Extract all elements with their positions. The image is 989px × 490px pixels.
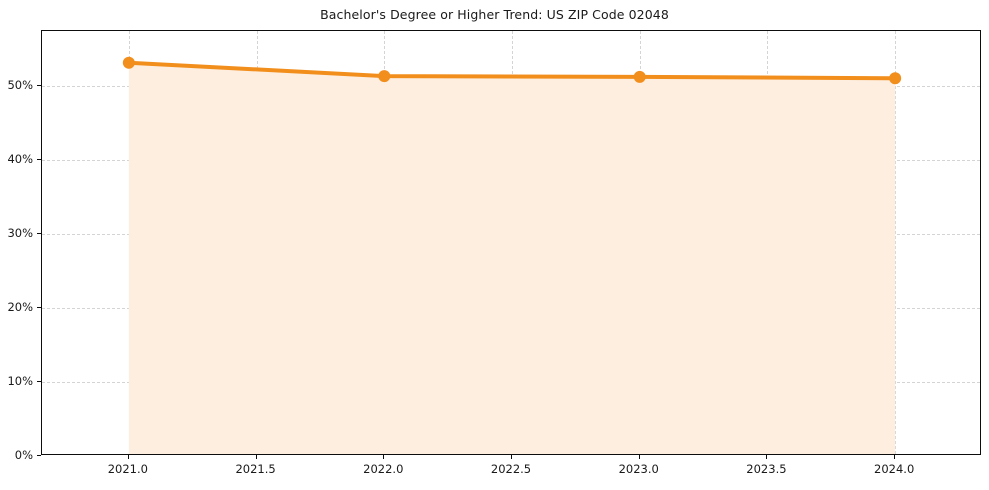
y-axis-tick-label: 20% (7, 300, 33, 315)
x-axis-tick-mark (255, 455, 257, 459)
x-axis-tick-mark (894, 455, 896, 459)
x-axis-tick-mark (383, 455, 385, 459)
data-point-marker (122, 56, 135, 69)
data-point-marker (889, 72, 902, 85)
y-axis-tick-mark (37, 381, 41, 383)
y-axis-tick-mark (37, 159, 41, 161)
plot-area (41, 30, 981, 455)
x-axis-tick-label: 2023.0 (618, 462, 659, 476)
data-point-marker (378, 70, 391, 83)
y-axis-tick-label: 40% (7, 152, 33, 167)
x-axis-tick-mark (511, 455, 512, 459)
chart-title: Bachelor's Degree or Higher Trend: US ZI… (320, 7, 669, 22)
x-axis-tick-label: 2023.5 (746, 462, 787, 476)
y-axis-tick-mark (37, 85, 41, 87)
gridline-vertical (895, 31, 897, 454)
data-point-marker (633, 70, 646, 83)
y-axis-tick-label: 10% (7, 374, 33, 389)
y-axis-tick-mark (37, 307, 41, 309)
y-axis-tick-mark (37, 455, 41, 456)
x-axis-tick-label: 2022.0 (363, 462, 404, 476)
x-axis-tick-label: 2021.5 (235, 462, 276, 476)
y-axis-tick-mark (37, 233, 41, 235)
x-axis-tick-label: 2024.0 (874, 462, 915, 476)
x-axis-tick-label: 2022.5 (490, 462, 532, 476)
series-line-area (122, 56, 902, 454)
x-axis-tick-label: 2021.0 (107, 462, 148, 476)
y-axis-tick-label: 0% (14, 448, 33, 462)
x-axis-tick-mark (638, 455, 640, 459)
x-axis-tick-mark (766, 455, 768, 459)
y-axis-tick-label: 50% (7, 78, 33, 93)
trend-line (126, 60, 898, 81)
x-axis-tick-mark (127, 455, 129, 459)
y-axis-tick-label: 30% (7, 226, 33, 241)
area-fill (128, 62, 896, 454)
